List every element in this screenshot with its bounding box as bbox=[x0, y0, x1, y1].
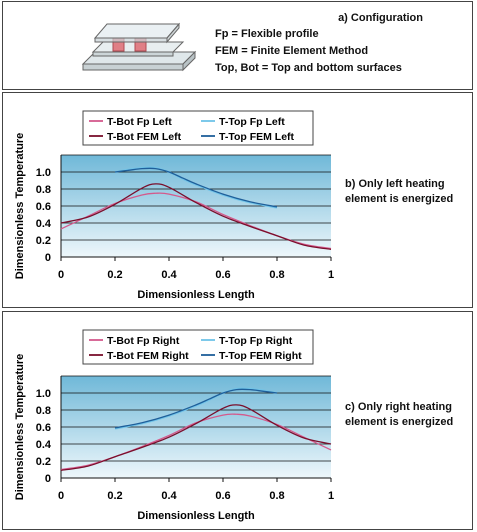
configuration-panel: a) Configuration Fp = Flexible profile F… bbox=[2, 1, 473, 90]
definition-fp: Fp = Flexible profile bbox=[215, 28, 319, 40]
legend-label: T-Bot Fp Right bbox=[107, 335, 180, 347]
caption-b-line2: element is energized bbox=[345, 193, 454, 205]
y-tick-label: 1.0 bbox=[36, 167, 51, 179]
y-axis-label: Dimensionless Temperature bbox=[14, 133, 26, 280]
x-tick-label: 0.8 bbox=[269, 269, 284, 281]
legend-label: T-Bot Fp Left bbox=[107, 116, 172, 128]
x-tick-label: 0.6 bbox=[215, 269, 230, 281]
x-tick-label: 0.6 bbox=[215, 490, 230, 502]
legend-label: T-Top Fp Left bbox=[219, 116, 285, 128]
y-tick-label: 0.4 bbox=[36, 218, 52, 230]
y-tick-label: 0.6 bbox=[36, 422, 51, 434]
x-tick-label: 0.4 bbox=[161, 269, 177, 281]
x-tick-label: 0.4 bbox=[161, 490, 177, 502]
left-heating-chart: 0 0.2 0.4 0.6 0.8 1.0 0 0.2 0.4 0.6 0.8 1 Dimensionl… bbox=[14, 110, 334, 301]
caption-b-line1: b) Only left heating bbox=[345, 178, 445, 190]
y-tick-label: 1.0 bbox=[36, 388, 51, 400]
series-line-c-3 bbox=[114, 388, 278, 429]
x-tick-label: 1 bbox=[328, 490, 334, 502]
legend-label: T-Top FEM Left bbox=[219, 131, 295, 143]
right-heating-chart: 0 0.2 0.4 0.6 0.8 1.0 0 0.2 0.4 0.6 0.8 1 Dimensionl… bbox=[14, 329, 334, 522]
x-tick-label: 0.2 bbox=[107, 490, 122, 502]
legend-label: T-Top FEM Right bbox=[219, 350, 302, 362]
x-tick-label: 0.8 bbox=[269, 490, 284, 502]
configuration-illustration bbox=[81, 22, 197, 72]
caption-c-line2: element is energized bbox=[345, 416, 454, 428]
definition-fem: FEM = Finite Element Method bbox=[215, 45, 369, 57]
caption-c-line1: c) Only right heating bbox=[345, 401, 452, 413]
legend-box bbox=[82, 110, 314, 146]
y-tick-label: 0.2 bbox=[36, 456, 51, 468]
y-tick-label: 0.6 bbox=[36, 201, 51, 213]
legend-label: T-Bot FEM Left bbox=[107, 131, 182, 143]
x-tick-label: 0 bbox=[58, 269, 64, 281]
y-tick-label: 0.8 bbox=[36, 405, 51, 417]
definition-top-bot: Top, Bot = Top and bottom surfaces bbox=[215, 62, 402, 74]
configuration-title: a) Configuration bbox=[338, 12, 423, 24]
y-tick-label: 0.8 bbox=[36, 184, 51, 196]
y-tick-label: 0 bbox=[45, 473, 51, 485]
series-line-b-2 bbox=[60, 183, 332, 250]
series-line-b-3 bbox=[114, 167, 278, 208]
y-tick-label: 0.4 bbox=[36, 439, 52, 451]
right-heating-panel: 0 0.2 0.4 0.6 0.8 1.0 0 0.2 0.4 0.6 0.8 1 Dimensionl… bbox=[2, 311, 473, 530]
x-tick-label: 0.2 bbox=[107, 269, 122, 281]
series-line-c-2 bbox=[60, 404, 332, 471]
left-heating-panel: 0 0.2 0.4 0.6 0.8 1.0 0 0.2 0.4 0.6 0.8 1 Dimensionl… bbox=[2, 92, 473, 308]
y-tick-label: 0.2 bbox=[36, 235, 51, 247]
y-axis-label: Dimensionless Temperature bbox=[14, 354, 26, 501]
x-tick-label: 1 bbox=[328, 269, 334, 281]
y-tick-label: 0 bbox=[45, 252, 51, 264]
legend-label: T-Bot FEM Right bbox=[107, 350, 189, 362]
legend-label: T-Top Fp Right bbox=[219, 335, 293, 347]
x-axis-label: Dimensionless Length bbox=[137, 510, 255, 522]
legend-box bbox=[82, 329, 314, 365]
x-tick-label: 0 bbox=[58, 490, 64, 502]
x-axis-label: Dimensionless Length bbox=[137, 289, 255, 301]
